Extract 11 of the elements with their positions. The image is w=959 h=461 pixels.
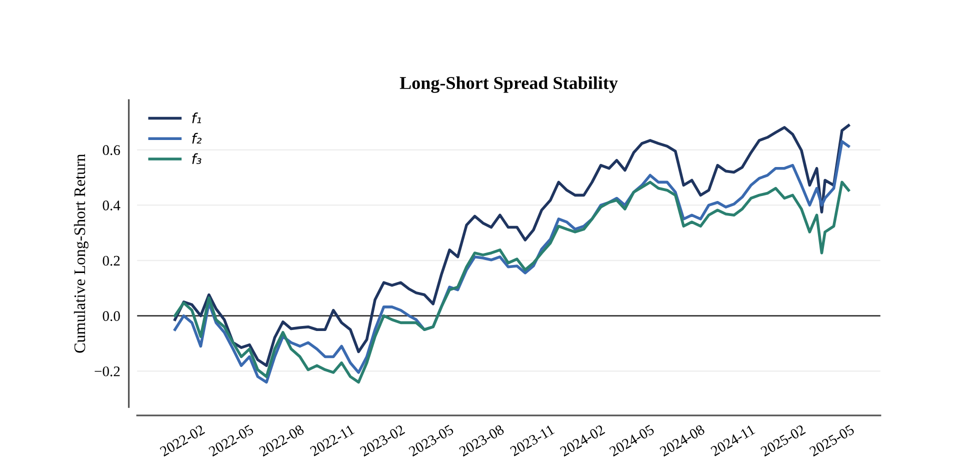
y-tick-label: 0.2: [102, 256, 120, 266]
y-tick-label: 0.6: [102, 145, 120, 156]
y-tick-label: −0.2: [94, 366, 120, 376]
y-axis-title: Cumulative Long-Short Return: [74, 154, 88, 353]
y-tick-label: 0.4: [102, 200, 120, 210]
line-series: [174, 180, 850, 384]
legend-label: f₂: [192, 132, 202, 144]
legend-label: f₁: [192, 112, 202, 124]
legend-label: f₃: [192, 153, 202, 164]
y-tick-label: 0.0: [102, 311, 120, 322]
chart-title: Long-Short Spread Stability: [400, 76, 618, 93]
